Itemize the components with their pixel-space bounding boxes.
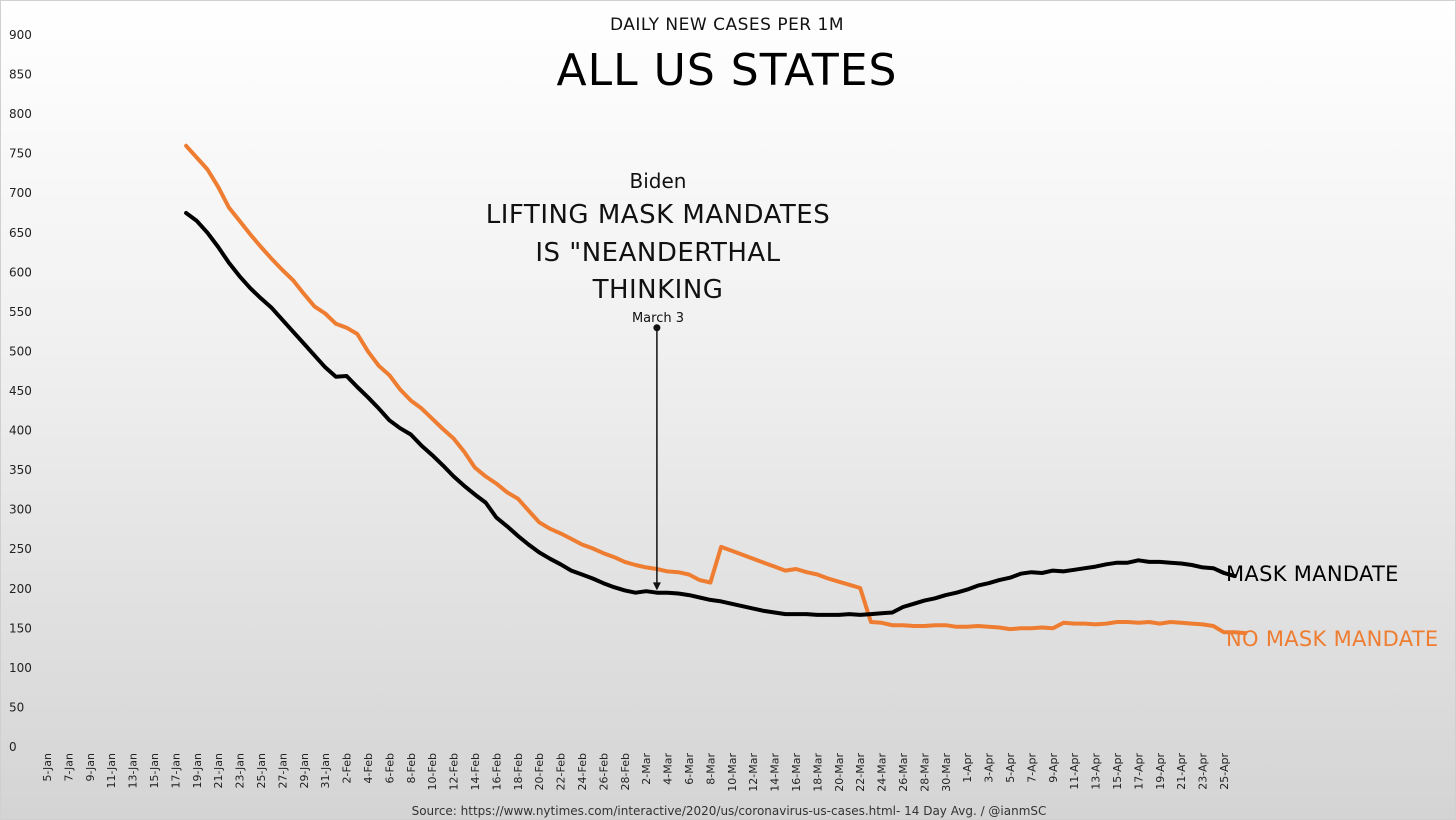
x-tick-label: 28-Mar (918, 753, 931, 792)
x-tick-label: 21-Apr (1175, 753, 1188, 790)
series-line-mask-mandate (184, 211, 1237, 617)
annotation-line-1: Biden (630, 169, 687, 193)
x-tick-label: 10-Mar (726, 753, 739, 792)
x-tick-label: 7-Jan (62, 753, 75, 782)
x-tick-label: 5-Apr (1004, 753, 1017, 783)
x-tick-label: 6-Feb (383, 753, 396, 783)
x-tick-label: 11-Apr (1068, 753, 1081, 790)
x-tick-label: 19-Jan (191, 753, 204, 789)
x-tick-label: 22-Feb (555, 753, 568, 790)
x-tick-label: 26-Feb (597, 753, 610, 790)
x-tick-label: 28-Feb (619, 753, 632, 790)
x-tick-label: 18-Feb (512, 753, 525, 790)
x-tick-label: 8-Feb (405, 753, 418, 783)
x-tick-label: 15-Jan (148, 753, 161, 789)
x-tick-label: 27-Jan (276, 753, 289, 789)
x-tick-label: 19-Apr (1154, 753, 1167, 790)
y-tick-label: 350 (9, 463, 32, 477)
y-tick-label: 250 (9, 542, 32, 556)
x-tick-label: 2-Feb (341, 753, 354, 783)
x-tick-label: 2-Mar (640, 753, 653, 785)
x-tick-label: 10-Feb (426, 753, 439, 790)
x-tick-label: 16-Mar (790, 753, 803, 792)
x-tick-label: 20-Feb (533, 753, 546, 790)
annotation-line-2: LIFTING MASK MANDATES (486, 200, 830, 230)
x-tick-label: 23-Apr (1197, 753, 1210, 790)
x-tick-label: 4-Mar (662, 753, 675, 785)
y-tick-label: 600 (9, 265, 32, 279)
x-tick-label: 20-Mar (833, 753, 846, 792)
y-tick-label: 50 (9, 700, 24, 714)
x-tick-label: 11-Jan (105, 753, 118, 789)
x-tick-label: 8-Mar (704, 753, 717, 785)
x-tick-label: 21-Jan (212, 753, 225, 789)
series-label-mask-mandate: MASK MANDATE (1226, 562, 1399, 586)
y-tick-label: 500 (9, 344, 32, 358)
x-tick-label: 15-Apr (1111, 753, 1124, 790)
x-tick-label: 5-Jan (41, 753, 54, 782)
x-tick-label: 14-Feb (469, 753, 482, 790)
x-tick-label: 12-Mar (747, 753, 760, 792)
x-tick-label: 24-Mar (876, 753, 889, 792)
x-tick-label: 13-Jan (127, 753, 140, 789)
x-tick-label: 17-Apr (1132, 753, 1145, 790)
x-tick-label: 31-Jan (319, 753, 332, 789)
x-tick-label: 23-Jan (234, 753, 247, 789)
x-tick-label: 4-Feb (362, 753, 375, 783)
x-tick-label: 16-Feb (490, 753, 503, 790)
annotation-line-4: THINKING (592, 275, 724, 305)
series-line-no-mask-mandate (184, 143, 1248, 636)
y-tick-label: 150 (9, 621, 32, 635)
x-axis: 5-Jan 7-Jan 9-Jan 11-Jan 13-Jan 15-Jan 17-Jan 1… (41, 753, 1231, 792)
x-tick-label: 1-Apr (961, 753, 974, 783)
x-tick-label: 17-Jan (169, 753, 182, 789)
x-tick-label: 25-Jan (255, 753, 268, 789)
chart-title: ALL US STATES (557, 45, 898, 96)
x-tick-label: 12-Feb (448, 753, 461, 790)
y-tick-label: 900 (9, 28, 32, 42)
x-tick-label: 24-Feb (576, 753, 589, 790)
x-tick-label: 3-Apr (983, 753, 996, 783)
y-tick-label: 200 (9, 582, 32, 596)
y-tick-label: 650 (9, 226, 32, 240)
x-tick-label: 6-Mar (683, 753, 696, 785)
y-tick-label: 100 (9, 661, 32, 675)
y-tick-label: 550 (9, 305, 32, 319)
x-tick-label: 18-Mar (811, 753, 824, 792)
x-tick-label: 7-Apr (1025, 753, 1038, 783)
annotation-line-3: IS "NEANDERTHAL (535, 238, 780, 268)
y-axis: 0 50 100 150 200 250 300 350 400 450 500 550 600 650 7… (9, 28, 32, 754)
annotation-arrowhead (652, 582, 661, 591)
y-tick-label: 700 (9, 186, 32, 200)
x-tick-label: 13-Apr (1090, 753, 1103, 790)
x-tick-label: 29-Jan (298, 753, 311, 789)
x-tick-label: 22-Mar (854, 753, 867, 792)
y-tick-label: 750 (9, 147, 32, 161)
series-label-no-mask-mandate: NO MASK MANDATE (1226, 627, 1439, 651)
y-tick-label: 850 (9, 68, 32, 82)
series-layer (184, 143, 1248, 636)
y-tick-label: 0 (9, 740, 17, 754)
chart-subtitle: DAILY NEW CASES PER 1M (610, 15, 844, 35)
x-tick-label: 9-Apr (1047, 753, 1060, 783)
x-tick-label: 9-Jan (84, 753, 97, 782)
x-tick-label: 26-Mar (897, 753, 910, 792)
source-note: Source: https://www.nytimes.com/interact… (412, 804, 1047, 818)
y-tick-label: 450 (9, 384, 32, 398)
annotation: Biden LIFTING MASK MANDATES IS "NEANDERT… (486, 169, 830, 591)
x-tick-label: 30-Mar (940, 753, 953, 792)
y-tick-label: 400 (9, 424, 32, 438)
x-tick-label: 25-Apr (1218, 753, 1231, 790)
y-tick-label: 300 (9, 503, 32, 517)
y-tick-label: 800 (9, 107, 32, 121)
annotation-date-label: March 3 (632, 311, 684, 326)
x-tick-label: 14-Mar (769, 753, 782, 792)
